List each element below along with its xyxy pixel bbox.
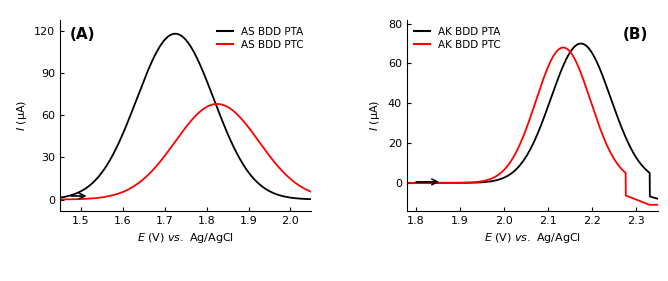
Legend: AK BDD PTA, AK BDD PTC: AK BDD PTA, AK BDD PTC	[412, 25, 503, 52]
X-axis label: $E$ (V) $vs.$ Ag/AgCl: $E$ (V) $vs.$ Ag/AgCl	[484, 231, 581, 245]
Y-axis label: $I$ (μA): $I$ (μA)	[368, 99, 382, 131]
Text: (A): (A)	[70, 27, 96, 42]
Text: (B): (B)	[623, 27, 648, 42]
X-axis label: $E$ (V) $vs.$ Ag/AgCl: $E$ (V) $vs.$ Ag/AgCl	[137, 231, 234, 245]
Legend: AS BDD PTA, AS BDD PTC: AS BDD PTA, AS BDD PTC	[215, 25, 306, 52]
Y-axis label: $I$ (μA): $I$ (μA)	[15, 99, 29, 131]
